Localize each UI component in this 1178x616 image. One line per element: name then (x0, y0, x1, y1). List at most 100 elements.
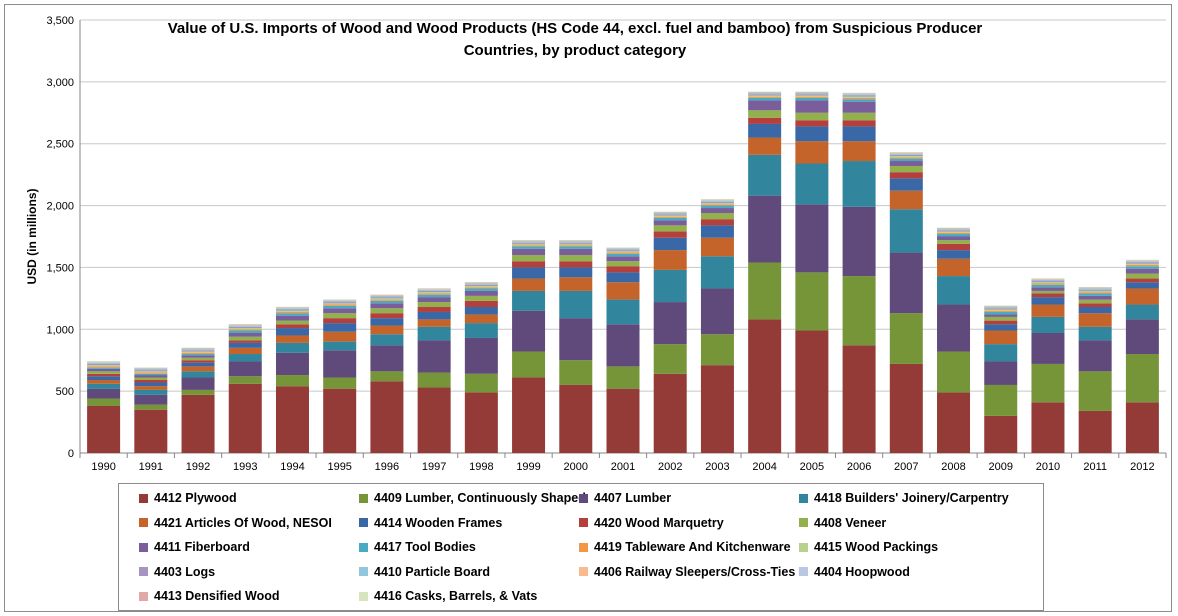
bar-segment (1078, 371, 1112, 411)
bar-segment (984, 324, 1018, 331)
bar-segment (464, 284, 498, 286)
bar-segment (1078, 295, 1112, 300)
bar-segment (1125, 282, 1159, 289)
bar-segment (1078, 307, 1112, 314)
bar-segment (1078, 340, 1112, 372)
bar-segment (512, 377, 546, 453)
legend-swatch (799, 518, 808, 527)
legend-swatch (579, 567, 588, 576)
bar-segment (181, 362, 215, 367)
bar-segment (606, 250, 640, 252)
bar-segment (984, 306, 1018, 308)
bar-segment (984, 344, 1018, 362)
bar-segment (323, 350, 357, 378)
bar-segment (795, 330, 829, 453)
bar-segment (984, 316, 1018, 321)
x-tick-label: 1994 (280, 461, 304, 473)
legend-swatch (139, 493, 148, 503)
legend-label: 4418 Builders' Joinery/Carpentry (814, 491, 1009, 505)
legend-item: 4413 Densified Wood (139, 587, 280, 605)
bar-segment (937, 276, 971, 305)
bar-segment (134, 386, 168, 390)
legend-item: 4412 Plywood (139, 489, 237, 507)
chart-legend: 4412 Plywood 4409 Lumber, Continuously Sh… (118, 483, 1044, 611)
bar-segment (984, 384, 1018, 416)
bar-segment (228, 342, 262, 348)
bar-segment (228, 354, 262, 362)
bar-segment (275, 386, 309, 453)
bar-segment (134, 377, 168, 381)
bar-segment (134, 373, 168, 376)
bar-segment (700, 200, 734, 202)
bar-segment (1031, 316, 1065, 333)
legend-item: 4419 Tableware And Kitchenware (579, 538, 791, 556)
bar-segment (795, 92, 829, 93)
bar-segment (228, 330, 262, 333)
bar-segment (464, 282, 498, 284)
bar-segment (889, 157, 923, 159)
bar-segment (134, 389, 168, 395)
bar-segment (1031, 284, 1065, 288)
bar-segment (889, 172, 923, 179)
bar-segment (559, 242, 593, 244)
bar-segment (228, 324, 262, 326)
bar-segment (87, 367, 121, 369)
bar-segment (984, 415, 1018, 453)
bar-segment (653, 212, 687, 215)
bar-segment (464, 288, 498, 291)
bar-segment (700, 219, 734, 226)
bar-segment (842, 126, 876, 142)
bar-segment (559, 384, 593, 453)
bar-segment (228, 329, 262, 331)
bar-segment (417, 297, 451, 303)
bar-segment (984, 307, 1018, 309)
y-tick-label: 3,500 (46, 15, 74, 27)
legend-swatch (359, 518, 368, 527)
bar-segment (134, 375, 168, 378)
bar-segment (228, 332, 262, 337)
bar-segment (417, 372, 451, 388)
bar-segment (748, 319, 782, 453)
bar-segment (1031, 278, 1065, 279)
bar-segment (559, 241, 593, 243)
bar-segment (181, 360, 215, 363)
bar-segment (464, 314, 498, 324)
bar-segment (512, 239, 546, 241)
bar-segment (417, 292, 451, 294)
y-axis-title: USD (in millions) (25, 188, 39, 284)
legend-item: 4420 Wood Marquetry (579, 514, 724, 532)
x-tick-label: 2008 (941, 461, 965, 473)
y-tick-label: 3,000 (46, 77, 74, 89)
bar-segment (748, 262, 782, 320)
bar-segment (323, 318, 357, 324)
bar-segment (134, 380, 168, 383)
bar-segment (464, 285, 498, 288)
bar-segment (275, 320, 309, 325)
bar-segment (87, 371, 121, 374)
bar-segment (748, 94, 782, 96)
bar-segment (512, 278, 546, 291)
bar-segment (181, 347, 215, 349)
bar-segment (700, 237, 734, 257)
legend-label: 4417 Tool Bodies (374, 540, 476, 554)
bar-segment (653, 225, 687, 232)
bar-segment (134, 394, 168, 405)
bar-segment (606, 272, 640, 283)
legend-label: 4421 Articles Of Wood, NESOI (154, 515, 332, 530)
legend-label: 4411 Fiberboard (154, 540, 250, 554)
bar-segment (1031, 297, 1065, 305)
bar-segment (653, 212, 687, 213)
bar-segment (370, 298, 404, 300)
bar-segment (87, 373, 121, 377)
bar-segment (417, 290, 451, 293)
x-tick-label: 2010 (1036, 461, 1060, 473)
bar-segment (559, 261, 593, 268)
bar-segment (559, 243, 593, 246)
bar-segment (512, 267, 546, 279)
bar-segment (87, 383, 121, 389)
bar-segment (323, 377, 357, 389)
legend-swatch (579, 493, 588, 503)
bar-segment (842, 161, 876, 207)
bar-segment (87, 388, 121, 399)
